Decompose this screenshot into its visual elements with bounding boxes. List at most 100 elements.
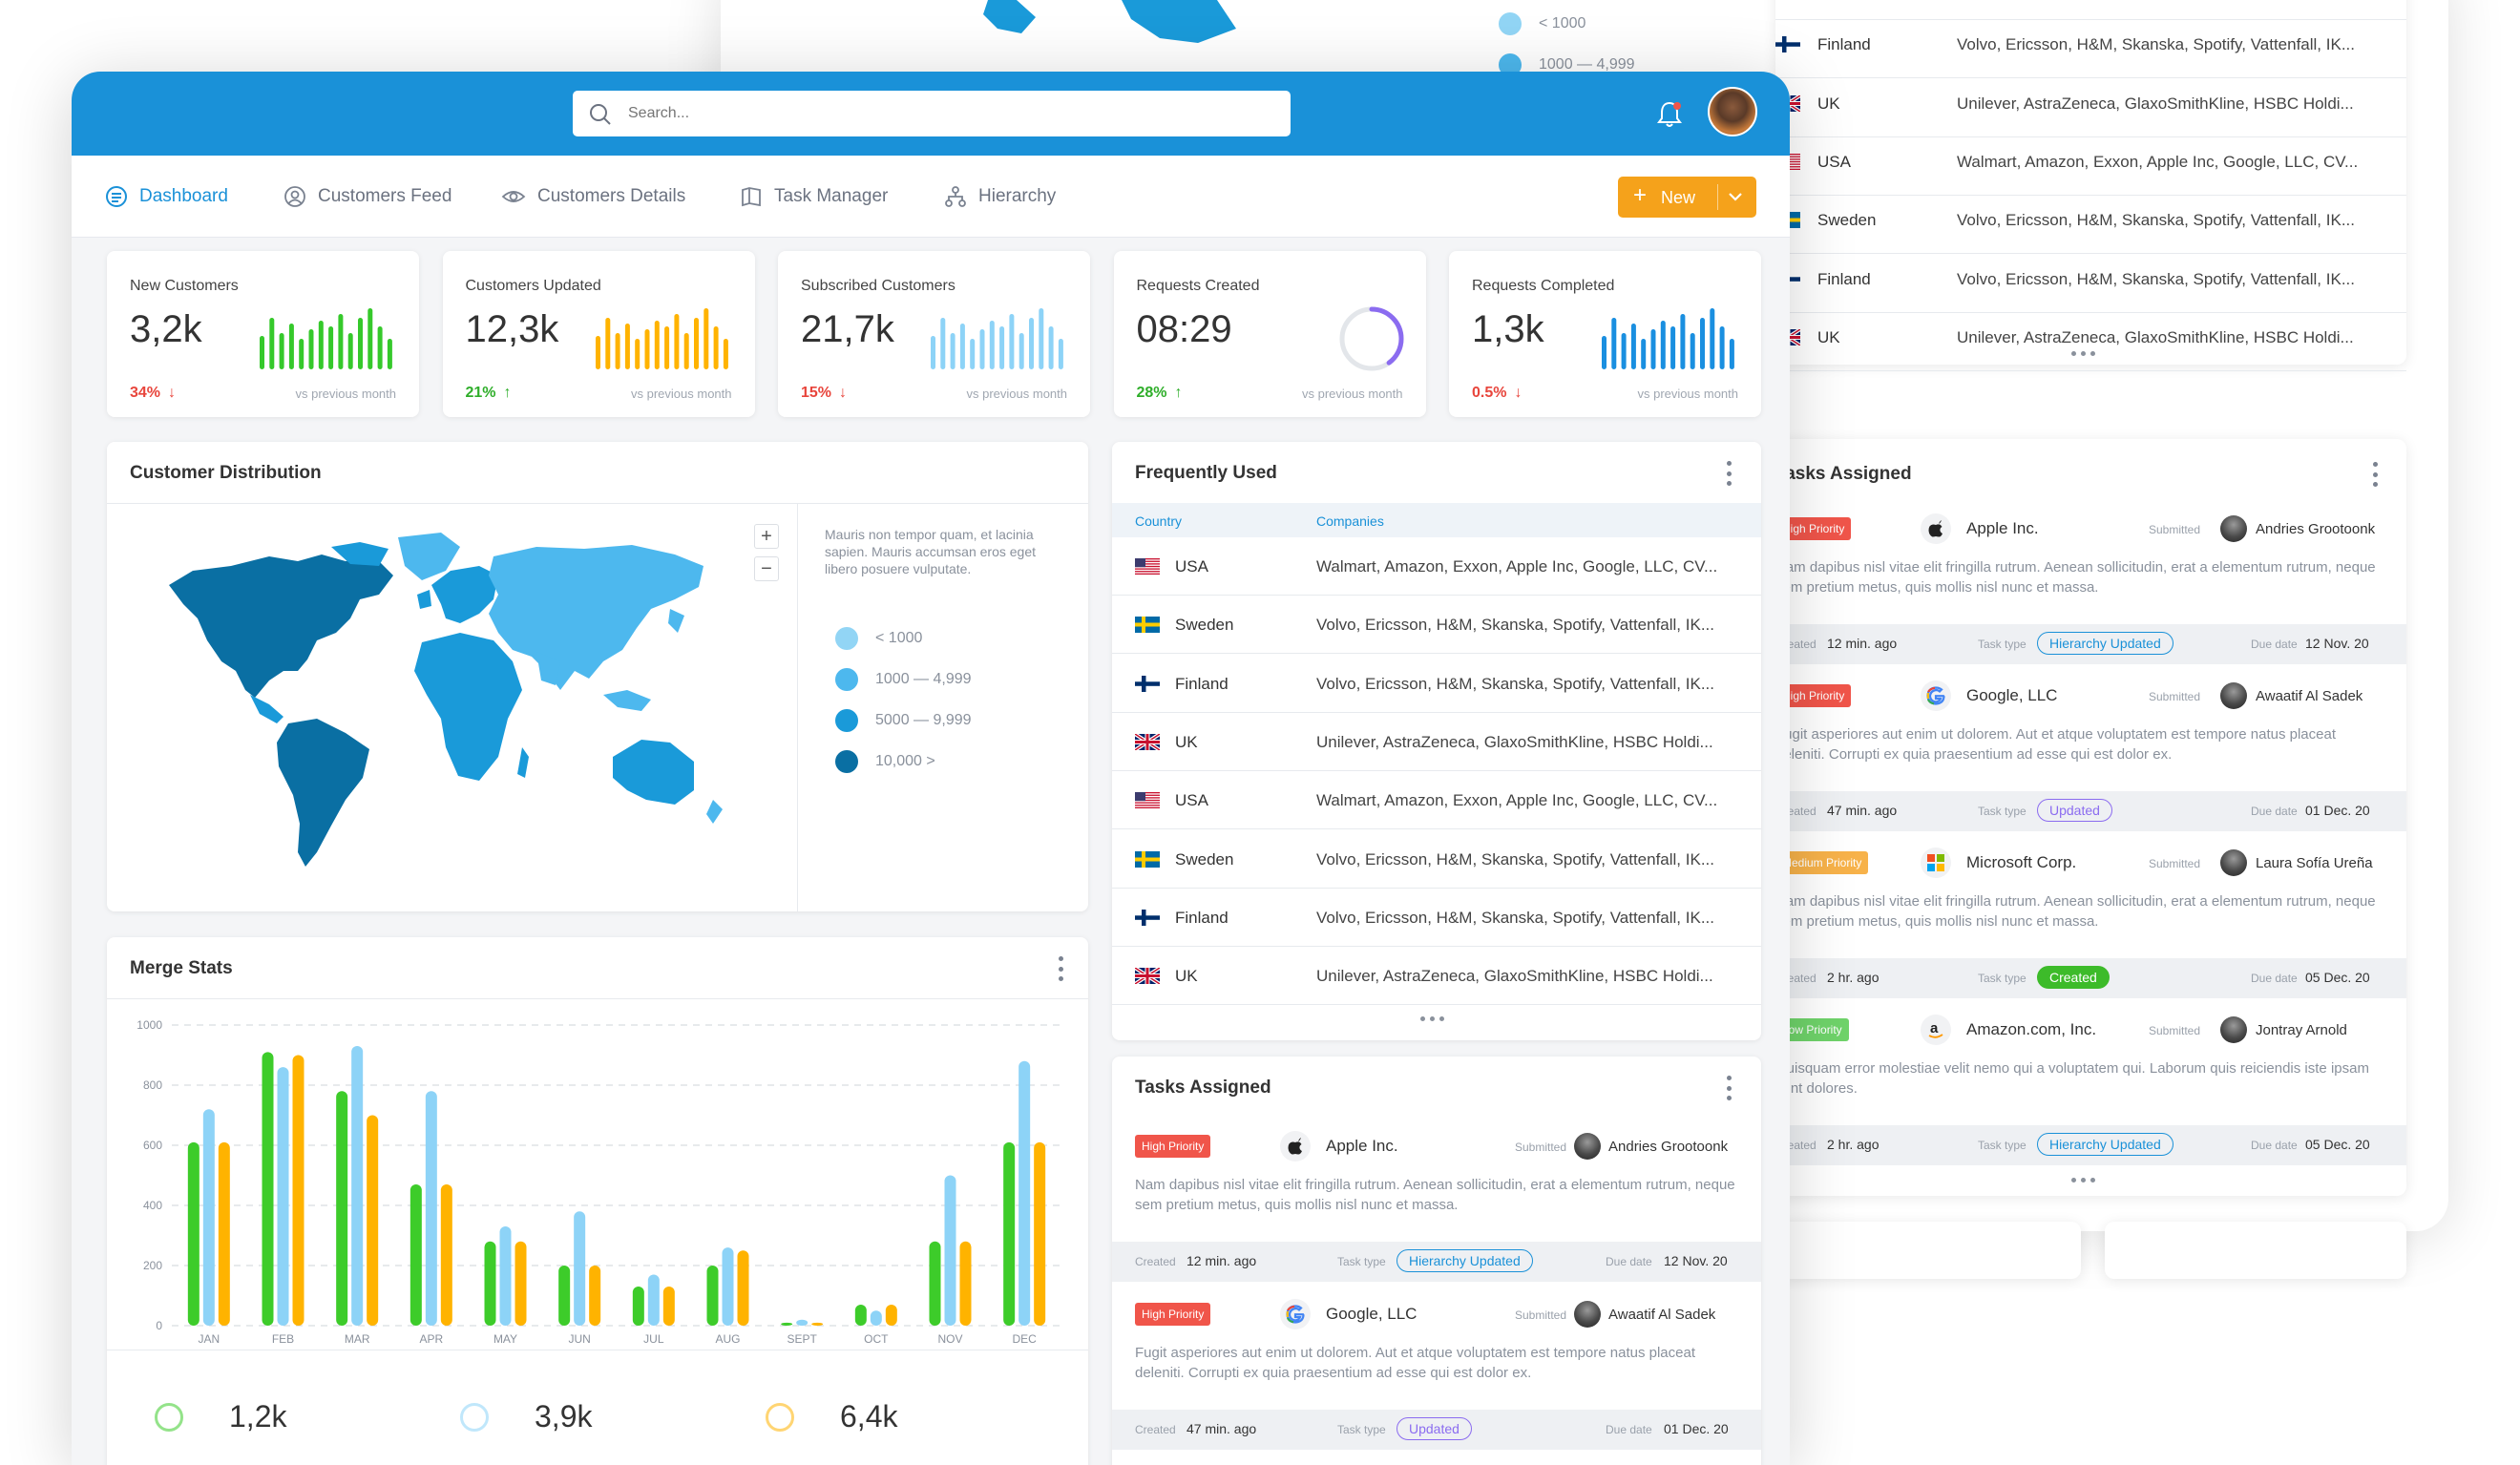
task-type-pill[interactable]: Hierarchy Updated [2037,1133,2174,1156]
submitted-label: Submitted [2149,690,2201,703]
sparkline-bar [1641,339,1647,369]
summary-value: 6,4k [840,1399,898,1434]
nav-item-label: Customers Details [537,186,686,206]
world-map [169,533,723,867]
task-description: Fugit asperiores aut enim ut dolorem. Au… [1775,726,2336,763]
avatar [1574,1301,1601,1328]
more-dots-icon[interactable] [2071,1178,2095,1182]
stat-label: New Customers [130,278,239,294]
main-nav: Dashboard Customers Feed Customers Details… [72,156,1790,238]
zoom-in-button[interactable]: + [754,524,779,549]
stat-comparison-label: vs previous month [1302,387,1403,401]
bell-icon[interactable] [1656,100,1683,129]
task-item[interactable]: Medium Priority Microsoft Corp. Submitted L… [1775,834,2406,1001]
zoom-out-button[interactable]: − [754,556,779,581]
bar [632,1287,644,1326]
avatar [2220,1016,2247,1043]
kebab-menu-icon[interactable] [2372,462,2378,487]
sparkline-bar [931,336,935,369]
table-row[interactable]: UK Unilever, AstraZeneca, GlaxoSmithKline… [1775,313,2406,371]
country-cell: Sweden [1175,849,1234,869]
priority-badge: High Priority [1135,1135,1211,1158]
task-type-pill[interactable]: Hierarchy Updated [1396,1249,1533,1272]
nav-item-customers-details[interactable]: Customers Details [501,156,685,238]
legend-label: 1000 — 4,999 [875,671,972,687]
sparkline-chart [1602,308,1734,369]
task-item[interactable]: High Priority Google, LLC Submitted Awaatif… [1112,1286,1761,1454]
table-row[interactable]: Finland Volvo, Ericsson, H&M, Skanska, Sp… [1775,20,2406,79]
stat-delta: 34% ↓ [130,385,176,402]
table-row[interactable]: USA Walmart, Amazon, Exxon, Apple Inc, Go… [1775,137,2406,196]
sparkline-bar [1660,321,1666,369]
card-title: Frequently Used [1135,463,1277,483]
sparkline-bar [634,339,640,369]
kebab-menu-icon[interactable] [1726,1076,1732,1100]
y-tick-label: 0 [156,1319,162,1332]
table-row[interactable]: USA Walmart, Amazon, Exxon, Apple Inc, Go… [1112,537,1761,596]
avatar[interactable] [1708,87,1757,136]
stat-card[interactable]: Subscribed Customers 21,7k 15% ↓ vs previous… [778,251,1090,417]
amazon-logo-icon: a [1921,1015,1951,1045]
stat-card[interactable]: Customers Updated 12,3k 21% ↑ vs previous mo… [442,251,755,417]
table-row[interactable]: Finland Volvo, Ericsson, H&M, Skanska, Sp… [1775,255,2406,313]
sparkline-bar [1680,314,1686,369]
kebab-menu-icon[interactable] [1058,956,1063,981]
stat-card[interactable]: Requests Created 08:29 28% ↑ vs previous mon… [1113,251,1426,417]
nav-item-dashboard[interactable]: Dashboard [105,156,228,238]
company-name: Apple Inc. [1966,519,2039,537]
table-row[interactable]: UK Unilever, AstraZeneca, GlaxoSmithKline… [1112,713,1761,771]
created-value: 2 hr. ago [1827,1137,1880,1152]
sparkline-bar [1009,314,1015,369]
new-button[interactable]: + New [1618,177,1756,218]
more-dots-icon[interactable] [1420,1016,1444,1021]
search-input[interactable] [628,98,1258,129]
stat-comparison-label: vs previous month [295,387,397,401]
task-item[interactable]: Low Priority a Amazon.com, Inc. Submitted Jo… [1775,1001,2406,1168]
due-date-label: Due date [1606,1423,1652,1436]
table-row[interactable]: USA Walmart, Amazon, Exxon, Apple Inc, Go… [1112,771,1761,830]
nav-item-task-manager[interactable]: Task Manager [740,156,888,238]
stat-delta-value: 28% [1136,385,1167,401]
stat-label: Requests Completed [1472,278,1615,294]
country-cell: UK [1175,967,1198,986]
x-tick-label: NOV [937,1332,962,1346]
sparkline-bar [950,333,956,369]
task-type-pill[interactable]: Updated [2037,799,2112,822]
task-type-pill[interactable]: Created [2037,966,2110,989]
sparkline-bar [999,326,1005,369]
table-row[interactable]: UK Unilever, AstraZeneca, GlaxoSmithKline… [1775,79,2406,137]
nav-item-customers-feed[interactable]: Customers Feed [284,156,452,238]
stat-card[interactable]: New Customers 3,2k 34% ↓ vs previous month [107,251,419,417]
task-type-pill[interactable]: Hierarchy Updated [2037,632,2174,655]
chevron-down-icon[interactable] [1727,190,1744,203]
companies-cell: Volvo, Ericsson, H&M, Skanska, Spotify, … [1316,674,1714,693]
task-item[interactable]: High Priority Apple Inc. Submitted Andries … [1775,500,2406,667]
task-type-pill[interactable]: Updated [1396,1417,1472,1440]
search-box[interactable] [573,91,1291,136]
companies-cell: Unilever, AstraZeneca, GlaxoSmithKline, … [1316,732,1713,751]
sparkline-bar [368,308,373,369]
due-date-value: 05 Dec. 20 [2305,970,2370,985]
table-row[interactable]: Finland Volvo, Ericsson, H&M, Skanska, Sp… [1112,655,1761,713]
summary-value: 1,2k [229,1399,287,1434]
legend-swatch [835,750,858,773]
kebab-menu-icon[interactable] [1726,461,1732,486]
submitter-name: Awaatif Al Sadek [2256,688,2363,704]
sparkline-bar [1048,326,1054,369]
table-row[interactable]: Finland Volvo, Ericsson, H&M, Skanska, Sp… [1112,889,1761,947]
arrow-down-icon: ↓ [168,385,177,401]
x-tick-label: DEC [1012,1332,1037,1346]
task-item[interactable]: High Priority Apple Inc. Submitted Andries … [1112,1118,1761,1286]
more-dots-icon[interactable] [2071,351,2095,356]
task-type-label: Task type [1337,1423,1386,1436]
stat-card[interactable]: Requests Completed 1,3k 0.5% ↓ vs previous m… [1449,251,1761,417]
task-item[interactable]: High Priority Google, LLC Submitted Awaatif… [1775,667,2406,834]
tasks-assigned-card: Tasks Assigned High Priority Apple Inc. Su… [1112,1057,1761,1465]
table-row[interactable]: UK Unilever, AstraZeneca, GlaxoSmithKline… [1112,947,1761,1006]
nav-item-hierarchy[interactable]: Hierarchy [944,156,1056,238]
sparkline-bar [387,339,392,369]
